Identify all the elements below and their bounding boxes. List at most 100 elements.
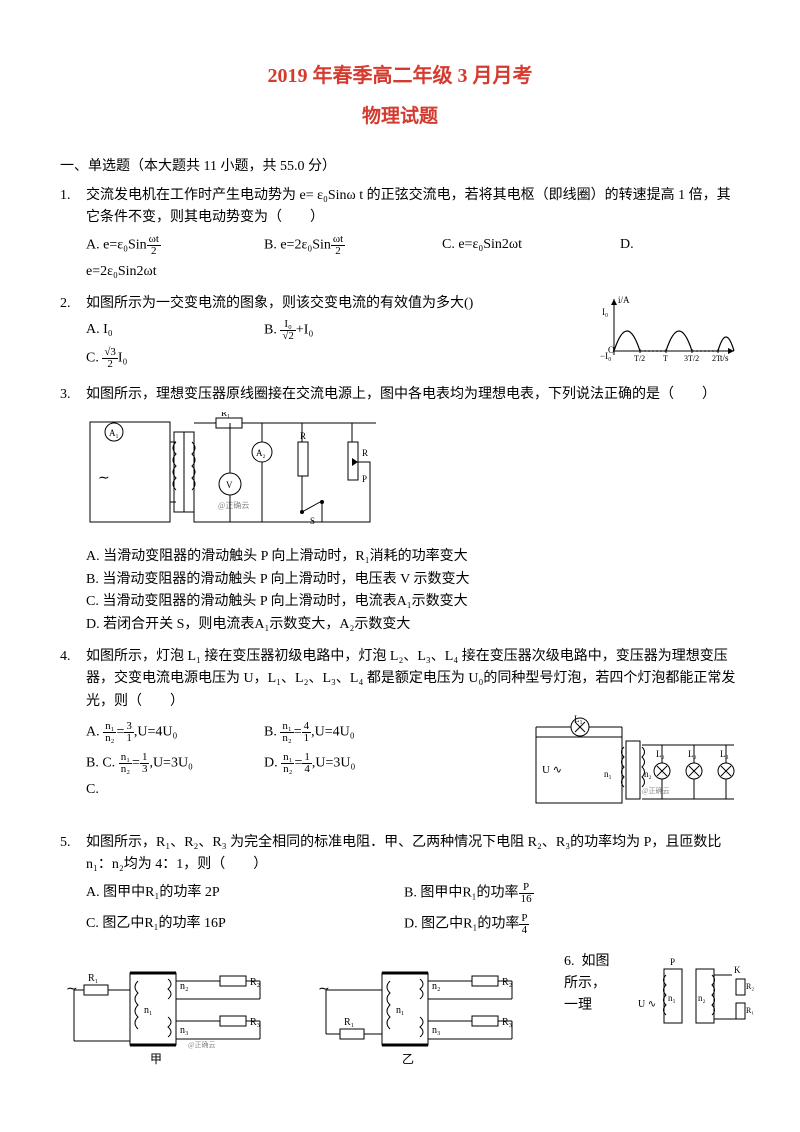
- pre: B. C.: [86, 756, 119, 771]
- tail: I₀: [118, 350, 128, 365]
- q4-circuit: L₁ U ∿ n₁ n₂ @正确云 L₂ L₂ L₃: [530, 713, 740, 821]
- tail: ,U=3U₀: [312, 756, 356, 771]
- svg-text:R₃: R₃: [502, 1017, 512, 1028]
- q5-fig-yi: ∼ R₁ n₁n₂n₃ R₂ R₃ 乙: [312, 951, 552, 1079]
- svg-text:P: P: [362, 474, 367, 484]
- q1-opt-b: B. e=2ε₀Sinωt2: [264, 234, 424, 257]
- svg-text:R₁: R₁: [344, 1017, 354, 1028]
- q3-opt-b: B. 当滑动变阻器的滑动触头 P 向上滑动时，电压表 V 示数变大: [86, 569, 740, 591]
- q4-stem: 如图所示，灯泡 L₁ 接在变压器初级电路中，灯泡 L₂、L₃、L₄ 接在变压器次…: [86, 646, 740, 713]
- xaxis-label: t/s: [720, 353, 729, 363]
- l3: 一理: [564, 998, 592, 1013]
- svg-text:3T/2: 3T/2: [684, 354, 699, 363]
- q3-num: 3.: [60, 384, 86, 636]
- q2-opt-c: C. √32I₀: [86, 347, 246, 370]
- question-4: 4. 如图所示，灯泡 L₁ 接在变压器初级电路中，灯泡 L₂、L₃、L₄ 接在变…: [60, 646, 740, 822]
- d: n₂: [281, 764, 294, 775]
- mid: =: [294, 756, 302, 771]
- q5-opt-a: A. 图甲中R₁的功率 2P: [86, 882, 386, 905]
- svg-text:U ∿: U ∿: [542, 764, 562, 776]
- d: 2: [102, 359, 118, 370]
- q5-fig-jia: ∼ R₁ n₁n₂n₃ R₂ R₃ @正确云 甲: [60, 951, 300, 1079]
- svg-text:S: S: [310, 516, 315, 526]
- svg-text:@正确云: @正确云: [642, 786, 669, 795]
- question-3: 3. 如图所示，理想变压器原线圈接在交流电源上，图中各电表均为理想电表，下列说法…: [60, 384, 740, 636]
- svg-text:O: O: [608, 345, 615, 355]
- d: n₂: [280, 733, 293, 744]
- frac-n: ωt: [331, 234, 345, 246]
- svg-text:L₂: L₂: [688, 749, 697, 759]
- svg-text:A₁: A₁: [109, 428, 119, 438]
- svg-text:T: T: [663, 354, 668, 363]
- q2-opt-a: A. I₀: [86, 319, 246, 342]
- svg-text:R₂: R₂: [746, 982, 754, 991]
- svg-text:n₁: n₁: [668, 993, 676, 1003]
- pre: B.: [264, 725, 280, 740]
- q6-stem-start: 6. 如图 所示， 一理: [564, 951, 624, 1018]
- q2-graph: t/s i/A I₀ T/2 T 3T/2 2T −I₀ O: [600, 293, 740, 371]
- q1-opt-d: e=2ε₀Sin2ωt: [86, 261, 740, 283]
- d: 1: [124, 733, 134, 744]
- q5-figures-row: ∼ R₁ n₁n₂n₃ R₂ R₃ @正确云 甲 ∼ R₁: [60, 951, 740, 1079]
- svg-text:U ∿: U ∿: [638, 999, 656, 1010]
- svg-text:L₃: L₃: [720, 749, 729, 759]
- q1-opt-c: C. e=ε₀Sin2ωt: [442, 234, 602, 257]
- q6-circuit: U ∿ Pn₁ n₂ K R₂ R₁: [636, 951, 756, 1049]
- q4-num: 4.: [60, 646, 86, 822]
- q4-opt-b: B. n₁n₂=41,U=4U₀: [264, 721, 424, 744]
- q3-stem: 如图所示，理想变压器原线圈接在交流电源上，图中各电表均为理想电表，下列说法正确的…: [86, 384, 740, 406]
- q2-num: 2.: [60, 293, 86, 374]
- q1-opt-a-text: A. e=ε₀Sin: [86, 237, 147, 252]
- q1-num: 1.: [60, 185, 86, 283]
- body: I₀: [103, 322, 113, 337]
- mid: =: [116, 725, 124, 740]
- svg-text:n₂: n₂: [180, 981, 189, 992]
- q5-opt-d: D. 图乙中R₁的功率P4: [404, 913, 704, 936]
- q4-opt-a: A. n₁n₂=31,U=4U₀: [86, 721, 246, 744]
- pre: C.: [86, 350, 102, 365]
- pre: D. 图乙中R₁的功率: [404, 917, 519, 932]
- q1-stem: 交流发电机在工作时产生电动势为 e= ε₀Sinω t 的正弦交流电，若将其电枢…: [86, 185, 740, 230]
- svg-text:P: P: [670, 957, 675, 967]
- mid: =: [132, 756, 140, 771]
- svg-text:∼: ∼: [98, 471, 110, 486]
- svg-text:R₁: R₁: [88, 973, 98, 984]
- svg-text:V: V: [226, 480, 233, 490]
- yaxis-label: i/A: [618, 295, 630, 305]
- svg-text:2T: 2T: [712, 354, 721, 363]
- q6-num: 6.: [564, 954, 575, 969]
- l1: 如图: [582, 954, 610, 969]
- svg-text:n₃: n₃: [432, 1025, 441, 1036]
- q3-circuit: A₁ ∼ R₁ A₂ V @正确云 R S RP: [86, 412, 740, 540]
- svg-text:R₃: R₃: [250, 1017, 260, 1028]
- q4-opt-c: B. C. n₁n₂=13,U=3U₀: [86, 752, 246, 775]
- tail: +I₀: [296, 323, 313, 338]
- n: √3: [102, 347, 118, 359]
- svg-text:n₁: n₁: [396, 1005, 405, 1016]
- d: 1: [302, 733, 312, 744]
- tail: ,U=3U₀: [149, 756, 193, 771]
- question-2: 2. t/s i/A I₀ T/2 T 3T/2 2T −I₀: [60, 293, 740, 374]
- pre: D.: [264, 756, 281, 771]
- q4-opt-d: D. n₁n₂=14,U=3U₀: [264, 752, 424, 775]
- svg-text:n₂: n₂: [644, 769, 652, 779]
- mid: =: [294, 725, 302, 740]
- q1-opt-b-text: B. e=2ε₀Sin: [264, 237, 331, 252]
- pre: A.: [86, 322, 103, 337]
- svg-text:n₁: n₁: [144, 1005, 153, 1016]
- l2: 所示，: [564, 976, 606, 991]
- svg-text:n₂: n₂: [432, 981, 441, 992]
- q3-opt-c: C. 当滑动变阻器的滑动触头 P 向上滑动时，电流表A₁示数变大: [86, 591, 740, 613]
- q5-stem: 如图所示，R₁、R₂、R₃ 为完全相同的标准电阻．甲、乙两种情况下电阻 R₂、R…: [86, 832, 740, 877]
- q5-opt-c: C. 图乙中R₁的功率 16P: [86, 913, 386, 936]
- q5-num: 5.: [60, 832, 86, 941]
- q1-opt-a: A. e=ε₀Sinωt2: [86, 234, 246, 257]
- svg-text:A₂: A₂: [256, 448, 266, 458]
- pre: A.: [86, 725, 103, 740]
- svg-text:R₂: R₂: [250, 977, 260, 988]
- q1-opt-d-prefix: D.: [620, 234, 650, 257]
- svg-text:R: R: [362, 448, 368, 458]
- d: 4: [519, 925, 529, 936]
- pre: B. 图甲中R₁的功率: [404, 886, 519, 901]
- q2-opt-b: B. I₀√2+I₀: [264, 319, 424, 342]
